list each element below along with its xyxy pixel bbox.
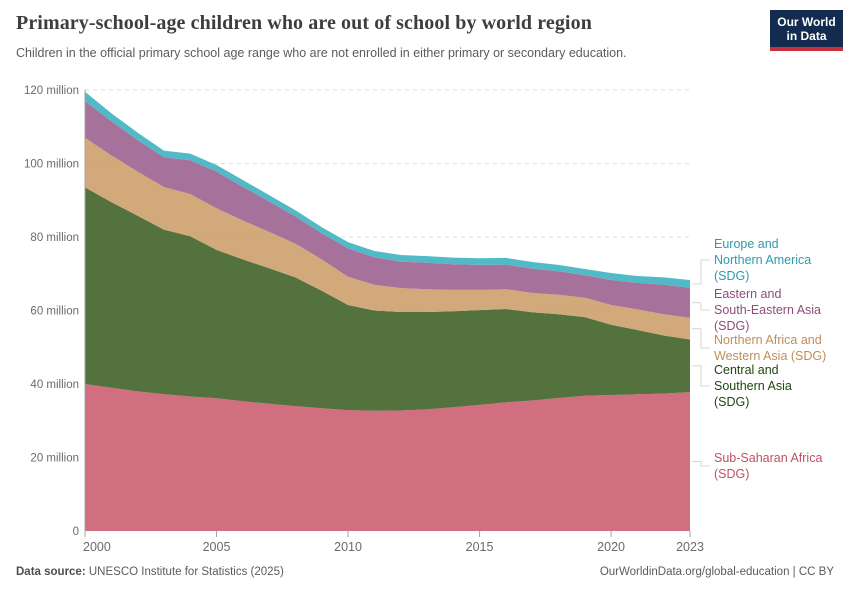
legend-item-label: Europe and — [714, 237, 779, 251]
legend-connector — [692, 365, 710, 387]
chart-subtitle: Children in the official primary school … — [16, 46, 627, 60]
logo-line-2: in Data — [786, 28, 827, 43]
legend-connector — [692, 328, 710, 349]
area-central-and-southern-asia-sdg[interactable] — [85, 187, 690, 411]
y-axis-label: 40 million — [30, 379, 79, 391]
area-sub-saharan-africa-sdg[interactable] — [85, 384, 690, 531]
legend-item-eastern-and-south-eastern-asia-sdg[interactable]: Eastern and South-Eastern Asia (SDG) — [714, 286, 848, 334]
data-source-value: UNESCO Institute for Statistics (2025) — [85, 566, 284, 578]
page-title: Primary-school-age children who are out … — [16, 12, 592, 34]
x-axis-label: 2023 — [676, 540, 704, 554]
legend-item-label: Central and — [714, 363, 779, 377]
legend-item-label: Southern Asia — [714, 379, 792, 393]
legend-item-label: Northern America — [714, 253, 812, 267]
legend-item-label: South-Eastern Asia — [714, 303, 822, 317]
area-northern-africa-and-western-asia-sdg[interactable] — [85, 137, 690, 340]
data-source-label: Data source: — [16, 566, 86, 578]
y-axis-label: 60 million — [30, 306, 79, 318]
footer-link[interactable]: OurWorldinData.org/global-education | CC… — [599, 566, 834, 578]
legend-item-sub-saharan-africa-sdg[interactable]: Sub-Saharan Africa (SDG) — [714, 450, 848, 482]
legend-item-label: (SDG) — [714, 395, 750, 409]
legend-item-label: (SDG) — [714, 467, 750, 481]
y-axis-label: 80 million — [30, 232, 79, 244]
legend-item-label: Sub-Saharan Africa — [714, 451, 823, 465]
x-axis-label: 2005 — [203, 540, 231, 554]
legend-item-label: Western Asia (SDG) — [714, 349, 827, 363]
legend-item-northern-africa-and-western-asia-sdg[interactable]: Northern Africa and Western Asia (SDG) — [714, 332, 848, 364]
chart-footer: Data source: UNESCO Institute for Statis… — [16, 566, 834, 578]
legend-item-europe-and-northern-america-sdg[interactable]: Europe and Northern America (SDG) — [714, 236, 848, 284]
legend-connector — [692, 461, 710, 467]
legend-connector — [692, 302, 710, 311]
data-source: Data source: UNESCO Institute for Statis… — [16, 566, 284, 578]
legend-item-label: Eastern and — [714, 287, 782, 301]
x-axis-label: 2010 — [334, 540, 362, 554]
x-axis-label: 2000 — [83, 540, 111, 554]
area-eastern-and-south-eastern-asia-sdg[interactable] — [85, 101, 690, 318]
y-axis-label: 100 million — [24, 159, 79, 171]
x-axis-label: 2020 — [597, 540, 625, 554]
legend-item-label: (SDG) — [714, 269, 750, 283]
y-axis-label: 20 million — [30, 453, 79, 465]
logo-line-1: Our World — [777, 14, 836, 29]
legend-item-label: (SDG) — [714, 319, 750, 333]
legend-item-central-and-southern-asia-sdg[interactable]: Central and Southern Asia (SDG) — [714, 362, 848, 410]
owid-logo: Our World in Data — [770, 10, 843, 51]
legend-connector — [692, 259, 710, 285]
y-axis-label: 0 — [73, 526, 79, 538]
legend-item-label: Northern Africa and — [714, 333, 822, 347]
x-axis-label: 2015 — [466, 540, 494, 554]
y-axis-label: 120 million — [24, 85, 79, 97]
